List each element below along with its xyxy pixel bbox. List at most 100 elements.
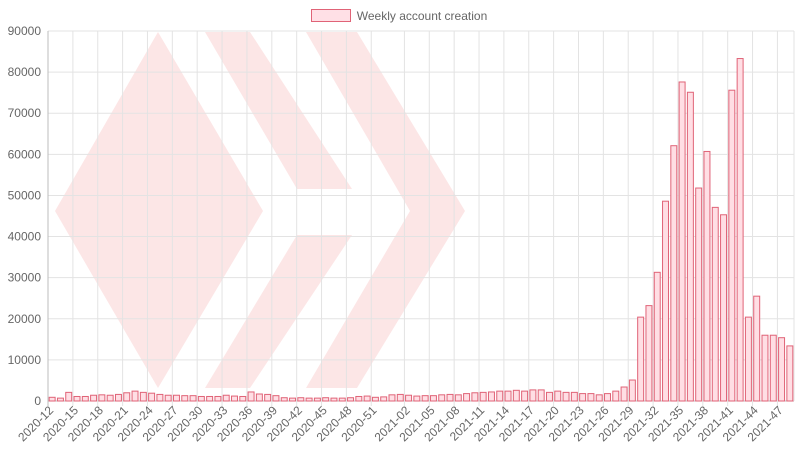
bar[interactable] xyxy=(363,395,371,402)
bar[interactable] xyxy=(554,390,562,402)
bar[interactable] xyxy=(239,395,247,402)
bar[interactable] xyxy=(114,393,122,402)
bar[interactable] xyxy=(156,393,164,402)
bar[interactable] xyxy=(280,397,288,402)
bar[interactable] xyxy=(73,395,81,402)
legend[interactable]: Weekly account creation xyxy=(0,8,798,23)
bar[interactable] xyxy=(421,395,429,402)
bar[interactable] xyxy=(670,145,678,402)
bar[interactable] xyxy=(305,397,313,402)
bar[interactable] xyxy=(380,396,388,402)
bar[interactable] xyxy=(189,395,197,402)
bar[interactable] xyxy=(413,395,421,402)
bar[interactable] xyxy=(172,394,180,402)
bar[interactable] xyxy=(446,393,454,402)
bar[interactable] xyxy=(736,58,744,402)
bar[interactable] xyxy=(512,389,520,402)
bar[interactable] xyxy=(761,334,769,402)
bar[interactable] xyxy=(695,187,703,402)
bar[interactable] xyxy=(48,396,56,402)
bar[interactable] xyxy=(231,395,238,402)
bar[interactable] xyxy=(247,391,255,402)
bar[interactable] xyxy=(313,397,321,402)
bar[interactable] xyxy=(471,392,479,402)
bar[interactable] xyxy=(612,390,620,402)
bar[interactable] xyxy=(570,391,578,402)
bar[interactable] xyxy=(330,397,338,402)
bar[interactable] xyxy=(753,295,761,402)
bar[interactable] xyxy=(214,395,222,402)
bar[interactable] xyxy=(98,394,106,402)
bar[interactable] xyxy=(264,393,272,402)
bar[interactable] xyxy=(479,391,487,402)
bar[interactable] xyxy=(653,271,661,402)
bar[interactable] xyxy=(123,392,131,402)
bar[interactable] xyxy=(720,214,728,402)
y-tick-label: 20000 xyxy=(8,312,42,326)
bar[interactable] xyxy=(255,393,263,402)
y-tick-label: 80000 xyxy=(8,65,42,79)
bar[interactable] xyxy=(545,391,553,402)
bar[interactable] xyxy=(454,394,462,402)
bar[interactable] xyxy=(521,390,529,402)
bar[interactable] xyxy=(429,395,437,402)
bar[interactable] xyxy=(396,393,404,402)
y-tick-label: 30000 xyxy=(8,271,42,285)
bar[interactable] xyxy=(347,397,355,402)
bar[interactable] xyxy=(222,394,230,402)
bar[interactable] xyxy=(645,305,653,402)
bar[interactable] xyxy=(778,337,786,402)
bar[interactable] xyxy=(604,393,611,402)
bar[interactable] xyxy=(355,395,363,402)
bar[interactable] xyxy=(297,397,305,402)
bar[interactable] xyxy=(537,389,545,402)
bar[interactable] xyxy=(322,397,330,402)
bar[interactable] xyxy=(529,389,537,402)
bar[interactable] xyxy=(90,394,98,402)
bar[interactable] xyxy=(579,393,587,402)
bar[interactable] xyxy=(686,91,694,402)
bar[interactable] xyxy=(106,394,114,402)
watermark-shape xyxy=(55,32,263,388)
bar[interactable] xyxy=(496,390,504,402)
bar[interactable] xyxy=(131,390,139,402)
bar[interactable] xyxy=(711,206,719,402)
bar[interactable] xyxy=(388,394,396,402)
bar[interactable] xyxy=(587,393,595,402)
bar[interactable] xyxy=(438,394,446,402)
bar[interactable] xyxy=(65,391,73,402)
bar[interactable] xyxy=(786,345,794,402)
bar[interactable] xyxy=(487,391,495,402)
bar[interactable] xyxy=(272,395,280,402)
bar[interactable] xyxy=(164,394,172,402)
bar[interactable] xyxy=(595,394,603,402)
bar[interactable] xyxy=(338,397,346,402)
bar[interactable] xyxy=(289,397,297,402)
bar[interactable] xyxy=(139,391,147,402)
bar[interactable] xyxy=(744,316,752,402)
bar[interactable] xyxy=(728,89,736,402)
bar[interactable] xyxy=(148,392,156,402)
y-tick-label: 60000 xyxy=(8,147,42,161)
bar[interactable] xyxy=(562,391,570,402)
bar[interactable] xyxy=(703,150,711,402)
y-tick-label: 40000 xyxy=(8,230,42,244)
watermark-shape xyxy=(205,235,352,388)
bar[interactable] xyxy=(628,379,636,402)
bar[interactable] xyxy=(197,395,205,402)
bar[interactable] xyxy=(678,81,686,402)
bar[interactable] xyxy=(206,395,214,402)
bar[interactable] xyxy=(504,390,512,402)
watermark-shape xyxy=(205,32,352,189)
legend-swatch xyxy=(310,9,351,23)
bar[interactable] xyxy=(637,316,645,402)
bar[interactable] xyxy=(371,396,379,402)
bar[interactable] xyxy=(769,334,777,402)
bar[interactable] xyxy=(463,393,471,402)
bar[interactable] xyxy=(181,395,189,402)
bar[interactable] xyxy=(56,397,64,402)
bar[interactable] xyxy=(620,386,628,402)
bar[interactable] xyxy=(662,200,670,402)
bar[interactable] xyxy=(81,395,89,402)
bar[interactable] xyxy=(405,394,413,402)
